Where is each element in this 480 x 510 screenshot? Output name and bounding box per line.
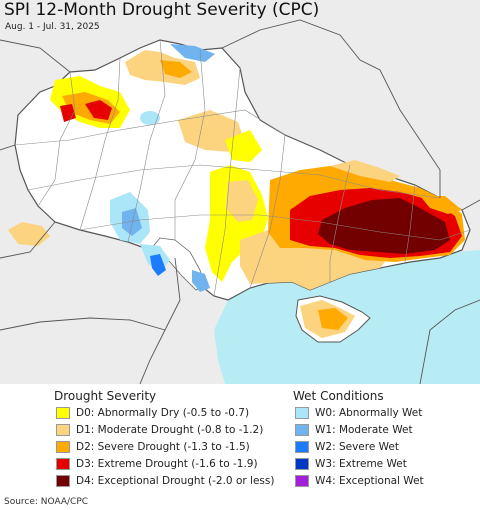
source-credit: Source: NOAA/CPC — [4, 497, 89, 507]
legend-label-w2: W2: Severe Wet — [315, 441, 399, 453]
legend-label-w3: W3: Extreme Wet — [315, 458, 407, 470]
legend-label-w1: W1: Moderate Wet — [315, 424, 413, 436]
legend-swatch-w3 — [295, 458, 309, 470]
map-subtitle: Aug. 1 - Jul. 31, 2025 — [5, 22, 100, 32]
legend-label-d2: D2: Severe Drought (-1.3 to -1.5) — [76, 441, 250, 453]
legend-swatch-w0 — [295, 407, 309, 419]
legend-label-d3: D3: Extreme Drought (-1.6 to -1.9) — [76, 458, 258, 470]
wet-legend-title: Wet Conditions — [293, 389, 384, 403]
map-title: SPI 12-Month Drought Severity (CPC) — [4, 0, 320, 20]
drought-patches — [8, 50, 465, 338]
drought-map — [0, 0, 480, 384]
legend-swatch-w4 — [295, 475, 309, 487]
legend-swatch-d4 — [56, 475, 70, 487]
legend-label-d0: D0: Abnormally Dry (-0.5 to -0.7) — [76, 407, 250, 419]
oblast-borders — [14, 39, 471, 297]
legend-swatch-d2 — [56, 441, 70, 453]
legend-label-d4: D4: Exceptional Drought (-2.0 or less) — [76, 475, 275, 487]
country-borders — [0, 19, 480, 384]
legend-label-w0: W0: Abnormally Wet — [315, 407, 423, 419]
wet-patches — [110, 44, 215, 292]
legend-swatch-d1 — [56, 424, 70, 436]
drought-legend-title: Drought Severity — [54, 389, 157, 403]
legend-swatch-d3 — [56, 458, 70, 470]
legend-swatch-w2 — [295, 441, 309, 453]
legend-swatch-d0 — [56, 407, 70, 419]
legend-label-d1: D1: Moderate Drought (-0.8 to -1.2) — [76, 424, 264, 436]
legend-label-w4: W4: Exceptional Wet — [315, 475, 424, 487]
legend-panel: Drought Severity Wet Conditions D0: Abno… — [0, 384, 480, 510]
legend-swatch-w1 — [295, 424, 309, 436]
